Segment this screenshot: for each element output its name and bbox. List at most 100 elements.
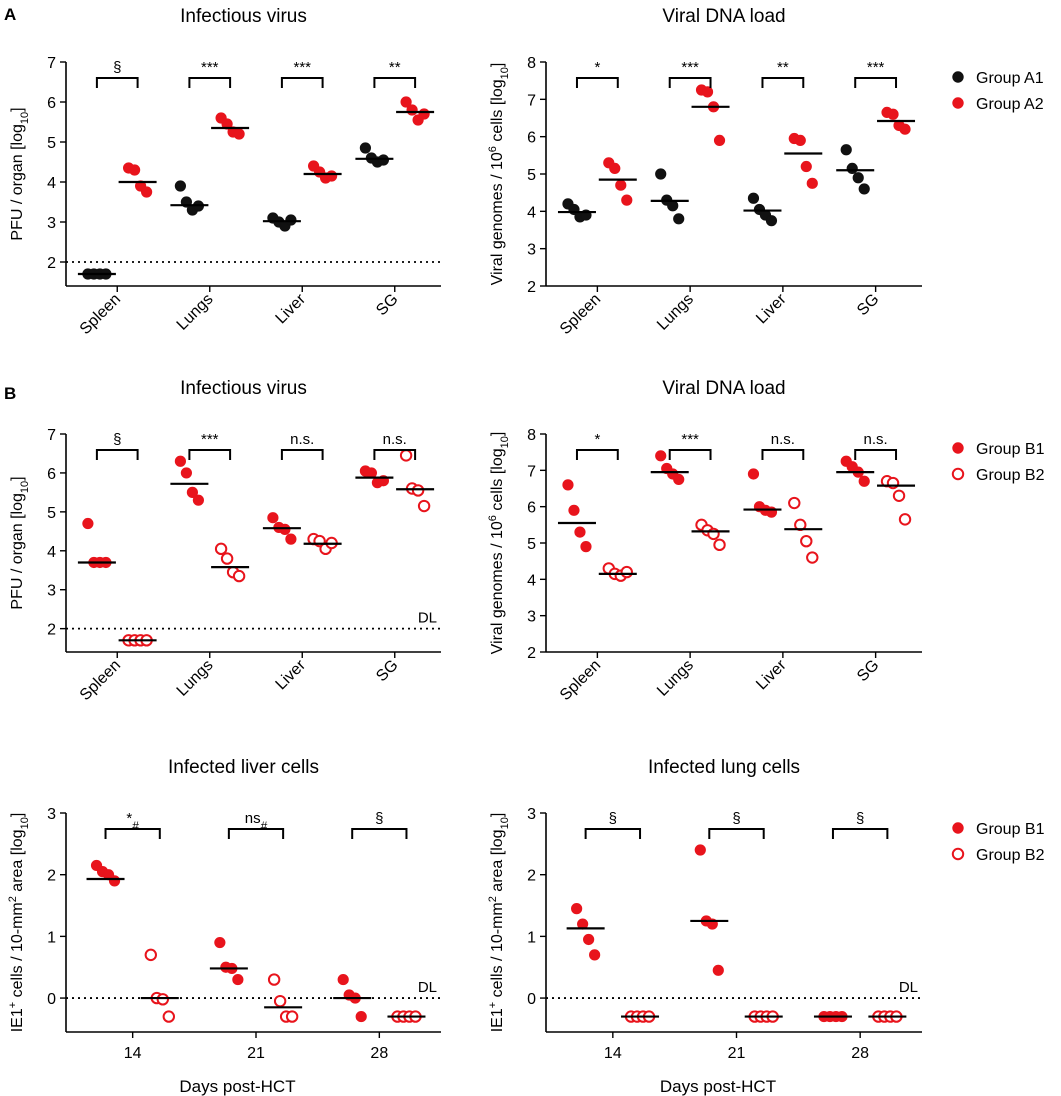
y-tick-label: 0 bbox=[527, 991, 536, 1008]
data-point bbox=[174, 180, 186, 192]
legend-label: Group B2 bbox=[976, 467, 1045, 484]
significance-hash: # bbox=[132, 819, 139, 833]
legend-b: Group B1 Group B2 bbox=[951, 441, 1045, 484]
y-tick-label: 6 bbox=[527, 500, 536, 517]
y-axis-label: Viral genomes / 106 cells [log10] bbox=[487, 432, 511, 655]
data-point bbox=[162, 1010, 176, 1023]
y-label-sup: 2 bbox=[7, 896, 19, 902]
significance-bracket bbox=[95, 77, 139, 88]
significance-label: § bbox=[113, 59, 121, 76]
data-point bbox=[892, 489, 906, 502]
data-point bbox=[747, 192, 760, 204]
y-tick-label: 7 bbox=[527, 92, 536, 109]
y-tick-label: 2 bbox=[47, 255, 56, 272]
data-point bbox=[411, 484, 425, 497]
legend-label: Group A2 bbox=[976, 96, 1044, 113]
data-point bbox=[417, 499, 431, 513]
legend-label: Group B1 bbox=[976, 821, 1045, 838]
y-tick-label: 2 bbox=[47, 622, 56, 639]
data-point bbox=[655, 168, 667, 180]
data-point bbox=[667, 200, 679, 212]
y-axis-label: Viral genomes / 106 cells [log10] bbox=[487, 63, 511, 286]
significance-text: ns bbox=[245, 810, 261, 827]
significance-bracket bbox=[854, 449, 898, 460]
y-label-part: IE1 bbox=[489, 1008, 506, 1032]
chart-title: Infected lung cells bbox=[648, 757, 800, 778]
x-tick-label: Lungs bbox=[654, 657, 697, 700]
significance-bracket bbox=[668, 449, 712, 460]
significance-bracket bbox=[188, 77, 232, 88]
y-tick-label: 8 bbox=[527, 55, 536, 72]
significance-bracket bbox=[854, 77, 898, 88]
x-tick-label: 28 bbox=[851, 1045, 869, 1062]
y-label-part: PFU / organ [log bbox=[9, 493, 26, 610]
x-tick-label: Liver bbox=[273, 656, 310, 693]
panel-label-b: B bbox=[4, 384, 16, 403]
data-point bbox=[858, 183, 870, 195]
chart-title: Infectious virus bbox=[180, 6, 307, 27]
data-point bbox=[806, 551, 819, 564]
significance-label: n.s. bbox=[383, 431, 407, 448]
data-point bbox=[180, 467, 192, 479]
significance-text: * bbox=[126, 810, 132, 827]
x-axis-label: Days post-HCT bbox=[179, 1077, 295, 1096]
data-point bbox=[279, 523, 291, 535]
data-point bbox=[273, 994, 287, 1008]
significance-bracket bbox=[227, 828, 285, 839]
data-point bbox=[788, 496, 801, 510]
data-point bbox=[712, 964, 724, 976]
x-tick-label: Liver bbox=[753, 290, 790, 327]
y-label-sub: 10 bbox=[499, 67, 511, 79]
significance-bracket bbox=[373, 77, 417, 88]
significance-label: ** bbox=[389, 59, 401, 76]
data-point bbox=[800, 160, 812, 173]
chart-title: Viral DNA load bbox=[662, 6, 785, 27]
y-tick-label: 3 bbox=[47, 806, 56, 823]
y-label-sub: 10 bbox=[19, 817, 31, 829]
significance-bracket bbox=[761, 77, 805, 88]
significance-label: § bbox=[732, 810, 740, 827]
significance-bracket bbox=[280, 77, 324, 88]
detection-limit-label: DL bbox=[418, 979, 437, 996]
chart-title: Infected liver cells bbox=[168, 757, 319, 778]
y-tick-label: 3 bbox=[527, 609, 536, 626]
data-point bbox=[858, 475, 870, 487]
significance-bracket bbox=[761, 449, 805, 460]
x-tick-label: SG bbox=[373, 657, 401, 685]
y-label-part: IE1 bbox=[9, 1008, 26, 1032]
y-axis-label: PFU / organ [log10] bbox=[9, 476, 31, 609]
x-tick-label: Spleen bbox=[557, 291, 604, 338]
significance-label: * bbox=[594, 59, 600, 76]
y-tick-label: 4 bbox=[527, 204, 536, 221]
data-point bbox=[562, 479, 574, 491]
significance-label: * bbox=[594, 431, 600, 448]
y-label-sub: 10 bbox=[499, 817, 511, 829]
y-tick-label: 3 bbox=[47, 215, 56, 232]
data-point bbox=[232, 973, 244, 986]
significance-bracket bbox=[280, 449, 324, 460]
data-point bbox=[694, 844, 706, 856]
data-point bbox=[108, 875, 121, 887]
x-tick-label: SG bbox=[854, 657, 882, 685]
significance-label: § bbox=[609, 810, 617, 827]
significance-bracket bbox=[831, 828, 889, 839]
data-point bbox=[325, 170, 338, 182]
data-point bbox=[285, 533, 297, 545]
data-point bbox=[620, 565, 633, 579]
x-tick-label: 14 bbox=[604, 1045, 622, 1062]
x-tick-label: Liver bbox=[273, 290, 310, 327]
data-point bbox=[701, 86, 714, 98]
data-point bbox=[747, 468, 760, 480]
significance-bracket bbox=[351, 828, 408, 839]
y-tick-label: 8 bbox=[527, 427, 536, 444]
legend-label: Group B1 bbox=[976, 441, 1045, 458]
data-point bbox=[192, 494, 204, 506]
legend-label: Group B2 bbox=[976, 847, 1045, 864]
x-tick-label: Spleen bbox=[77, 291, 124, 338]
data-point bbox=[765, 215, 778, 227]
y-tick-label: 2 bbox=[527, 868, 536, 885]
data-point bbox=[399, 449, 413, 462]
data-point bbox=[233, 128, 245, 140]
significance-bracket bbox=[575, 77, 619, 88]
